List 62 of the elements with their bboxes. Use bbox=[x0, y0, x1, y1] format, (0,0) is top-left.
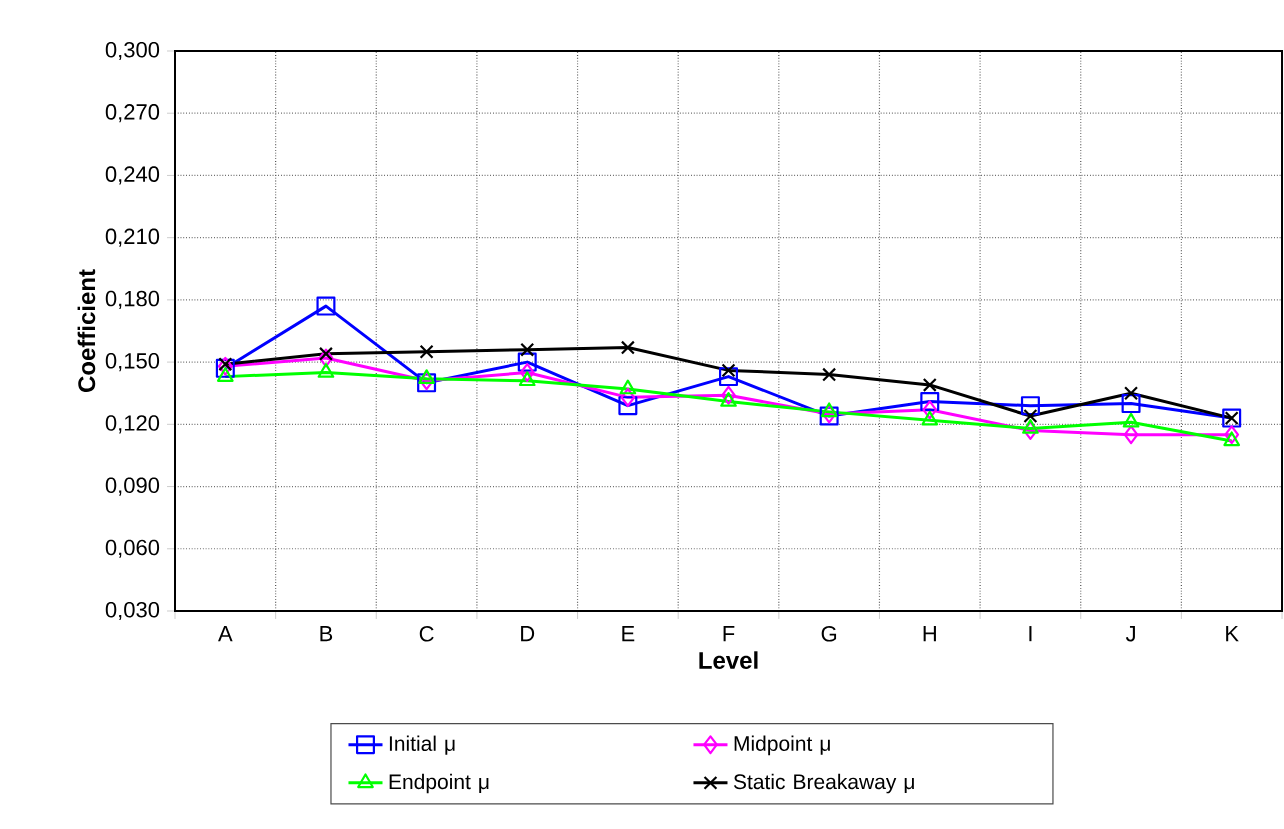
point bbox=[1123, 425, 1139, 445]
point bbox=[619, 379, 637, 395]
point bbox=[1023, 408, 1038, 424]
point bbox=[316, 296, 336, 316]
point bbox=[318, 348, 334, 368]
y-tick-label: 0,030 bbox=[105, 601, 160, 621]
point bbox=[921, 410, 939, 426]
point bbox=[922, 377, 937, 392]
point bbox=[419, 344, 434, 359]
point bbox=[1121, 394, 1141, 414]
x-tick-label: J bbox=[1125, 626, 1135, 642]
point bbox=[922, 400, 938, 420]
point bbox=[1020, 396, 1040, 416]
point bbox=[721, 385, 736, 405]
point bbox=[1022, 418, 1039, 434]
point bbox=[318, 346, 333, 361]
y-tick-label: 0,210 bbox=[105, 228, 160, 247]
legend-label: Initial μ bbox=[389, 735, 455, 755]
point bbox=[520, 342, 535, 357]
point bbox=[920, 392, 940, 412]
point bbox=[216, 367, 234, 382]
point bbox=[820, 402, 838, 418]
x-axis-title: Level bbox=[699, 651, 758, 669]
x-tick-label: K bbox=[1226, 626, 1239, 642]
legend-label: Midpoint μ bbox=[734, 735, 830, 756]
x-tick-label: F bbox=[723, 626, 735, 642]
point bbox=[720, 392, 737, 407]
y-tick-label: 0,270 bbox=[105, 104, 160, 123]
y-axis-title: Coefficient bbox=[77, 269, 96, 392]
y-tick-label: 0,300 bbox=[105, 41, 160, 61]
point bbox=[1223, 431, 1241, 447]
y-tick-label: 0,150 bbox=[105, 353, 160, 372]
y-tick-label: 0,120 bbox=[105, 415, 160, 434]
point bbox=[822, 367, 837, 382]
point bbox=[618, 396, 638, 416]
x-tick-label: I bbox=[1029, 626, 1032, 642]
point bbox=[519, 362, 535, 382]
x-tick-label: G bbox=[821, 626, 837, 642]
point bbox=[1124, 386, 1139, 401]
y-tick-label: 0,240 bbox=[105, 166, 160, 185]
point bbox=[620, 340, 635, 355]
point bbox=[218, 357, 233, 372]
x-tick-label: A bbox=[218, 626, 233, 642]
point bbox=[517, 352, 537, 372]
x-tick-label: H bbox=[923, 626, 936, 642]
y-tick-label: 0,180 bbox=[105, 290, 160, 309]
point bbox=[620, 387, 636, 407]
y-tick-label: 0,060 bbox=[105, 539, 160, 558]
legend-label: Endpoint μ bbox=[389, 773, 489, 794]
x-tick-label: B bbox=[320, 626, 333, 642]
x-tick-label: C bbox=[419, 626, 434, 642]
legend-label: Static Breakaway μ bbox=[733, 773, 914, 794]
x-tick-label: E bbox=[622, 626, 635, 642]
y-tick-label: 0,090 bbox=[105, 477, 160, 496]
point bbox=[1224, 425, 1240, 445]
x-tick-label: D bbox=[521, 626, 535, 642]
point bbox=[1122, 412, 1140, 428]
point bbox=[721, 363, 736, 378]
point bbox=[418, 369, 435, 384]
point bbox=[1023, 421, 1038, 441]
point bbox=[719, 367, 739, 387]
point bbox=[518, 371, 536, 387]
